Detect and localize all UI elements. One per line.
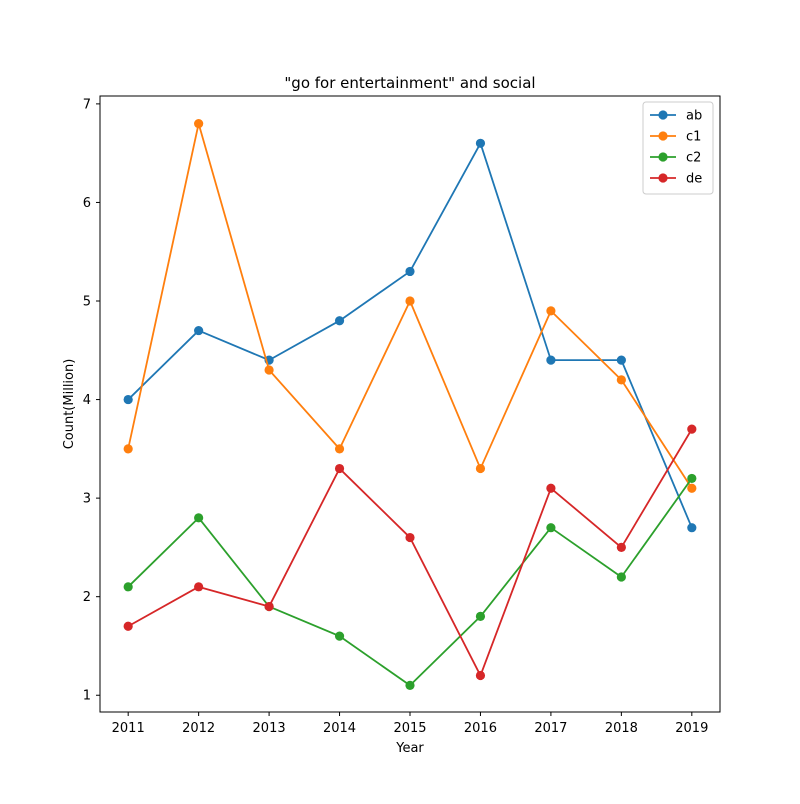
y-tick-label: 6 xyxy=(83,196,91,211)
series-line-de xyxy=(127,428,693,677)
data-point-c1 xyxy=(616,375,626,385)
legend-item-de: de xyxy=(650,172,702,187)
data-point-c2 xyxy=(194,513,204,523)
series-layer xyxy=(123,118,697,690)
y-tick-label: 7 xyxy=(83,97,91,112)
x-tick-label: 2012 xyxy=(182,721,215,736)
series-c1 xyxy=(123,118,697,493)
y-axis-label: Count(Million) xyxy=(62,359,77,450)
legend-item-c1: c1 xyxy=(650,130,701,145)
x-tick-label: 2017 xyxy=(534,721,567,736)
x-axis: 2011 2012 2013 2014 2015 2016 2017 2018 2019 xyxy=(112,712,708,736)
x-tick-label: 2018 xyxy=(605,721,638,736)
data-point-c1 xyxy=(405,296,415,306)
data-point-c2 xyxy=(123,582,133,592)
y-tick-label: 5 xyxy=(83,295,91,310)
data-point-de xyxy=(546,483,556,493)
data-point-c1 xyxy=(264,365,274,375)
data-point-c1 xyxy=(123,444,133,454)
legend-swatch-marker xyxy=(658,131,668,141)
data-point-c1 xyxy=(194,118,204,129)
series-line-c2 xyxy=(127,477,693,687)
y-tick-label: 4 xyxy=(83,393,91,408)
plot-area-frame xyxy=(99,95,721,713)
data-point-ab xyxy=(546,355,556,365)
y-tick-label: 2 xyxy=(83,590,91,605)
data-point-de xyxy=(334,463,345,474)
x-tick-label: 2013 xyxy=(253,721,286,736)
legend-label: c2 xyxy=(686,151,701,166)
data-point-ab xyxy=(405,266,415,277)
chart-title: "go for entertainment" and social xyxy=(284,74,535,92)
data-point-c1 xyxy=(687,483,697,493)
legend-swatch-marker xyxy=(658,173,668,183)
series-de xyxy=(123,424,697,681)
x-tick-label: 2011 xyxy=(112,721,145,736)
x-tick-label: 2016 xyxy=(464,721,497,736)
data-point-de xyxy=(687,424,697,434)
data-point-de xyxy=(264,601,274,612)
legend-box xyxy=(642,101,714,195)
y-axis: 1 2 3 4 5 6 7 xyxy=(83,97,100,704)
legend-label: c1 xyxy=(686,130,701,145)
x-axis-label: Year xyxy=(395,741,424,756)
series-ab xyxy=(123,138,697,533)
data-point-c2 xyxy=(616,572,626,582)
data-point-c2 xyxy=(475,611,486,621)
series-line-c1 xyxy=(127,122,693,489)
legend-item-c2: c2 xyxy=(650,151,701,166)
legend-item-ab: ab xyxy=(650,109,702,124)
data-point-c2 xyxy=(334,631,345,641)
legend-swatch-marker xyxy=(658,110,668,120)
series-line-ab xyxy=(127,142,693,529)
data-point-c1 xyxy=(334,444,345,454)
data-point-ab xyxy=(123,394,133,405)
data-point-c2 xyxy=(405,680,415,690)
data-point-ab xyxy=(475,138,486,148)
data-point-c1 xyxy=(475,463,486,474)
legend: ab c1 c2 de xyxy=(642,101,714,195)
data-point-de xyxy=(194,582,204,592)
data-point-c2 xyxy=(687,473,697,484)
data-point-ab xyxy=(194,325,204,336)
data-point-ab xyxy=(687,523,697,533)
data-point-c1 xyxy=(546,306,556,316)
data-point-de xyxy=(616,542,626,553)
data-point-ab xyxy=(616,355,626,365)
legend-label: de xyxy=(686,172,702,187)
legend-swatch-marker xyxy=(658,152,668,162)
data-point-ab xyxy=(334,316,345,326)
data-point-de xyxy=(405,532,415,543)
data-point-de xyxy=(475,670,486,681)
y-tick-label: 1 xyxy=(83,689,91,704)
data-point-c2 xyxy=(546,523,556,533)
legend-label: ab xyxy=(686,109,702,124)
series-c2 xyxy=(123,473,697,690)
x-tick-label: 2014 xyxy=(323,721,356,736)
y-tick-label: 3 xyxy=(83,492,91,507)
x-tick-label: 2019 xyxy=(675,721,708,736)
x-tick-label: 2015 xyxy=(393,721,426,736)
data-point-de xyxy=(123,621,133,631)
